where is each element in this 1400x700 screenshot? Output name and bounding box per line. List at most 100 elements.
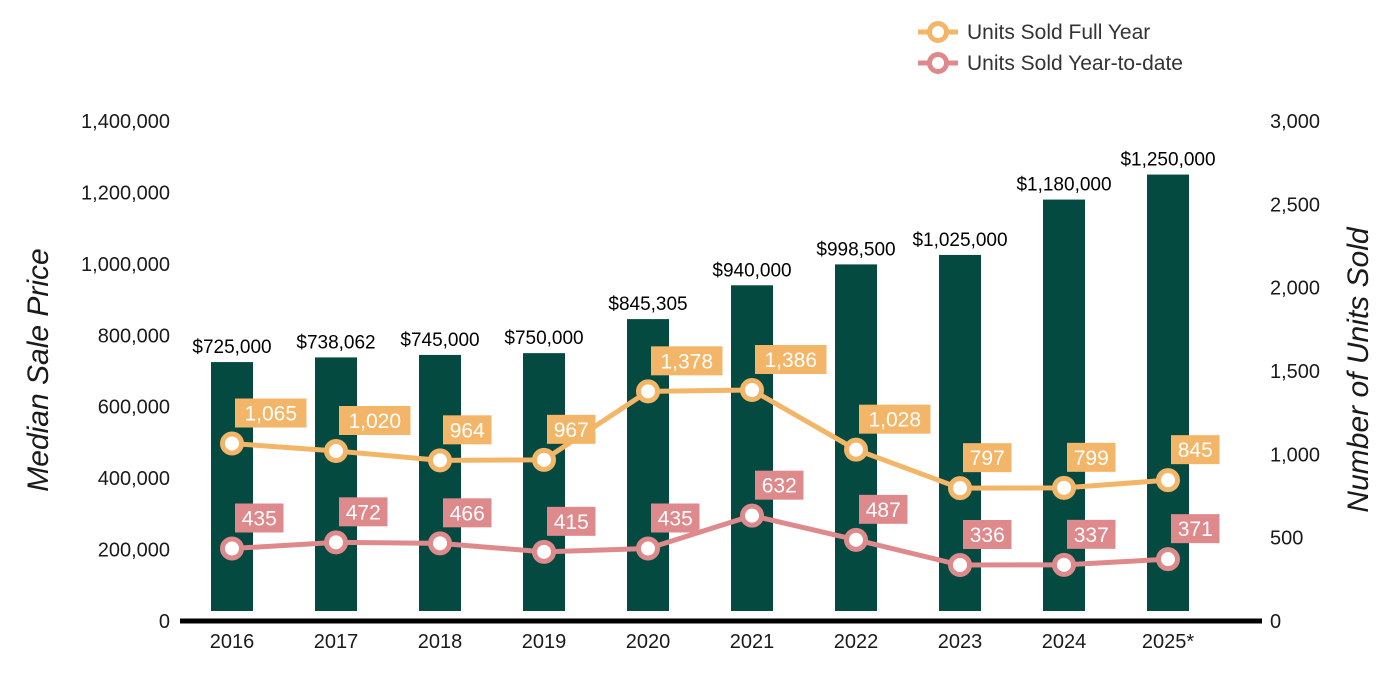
data-label-box [859, 494, 908, 524]
y2-tick-label: 1,500 [1270, 361, 1320, 383]
bar-value-label: $845,305 [608, 294, 687, 315]
series-point [948, 476, 972, 501]
y-axis-ticks: 0 200,000 400,000 600,000 800,000 1,000,000 1,… [81, 111, 170, 633]
y2-tick-label: 2,500 [1270, 194, 1320, 216]
y-axis-title-group: Median Sale Price [22, 248, 55, 491]
data-label: 845 [1178, 439, 1213, 462]
data-label: 1,065 [244, 403, 297, 426]
y2-axis-title-group: Number of Units Sold [1342, 226, 1375, 512]
y-axis-title: Median Sale Price [22, 248, 55, 491]
y-tick-label: 0 [159, 611, 170, 633]
bar-value-label: $738,062 [296, 332, 375, 353]
y-tick-label: 600,000 [98, 397, 170, 419]
legend-item: Units Sold Full Year [918, 21, 1150, 44]
y2-tick-label: 1,000 [1270, 444, 1320, 466]
data-label-box [1067, 519, 1116, 549]
data-label-box [963, 443, 1012, 473]
data-label-box [755, 345, 827, 374]
bar-value-label: $1,250,000 [1120, 150, 1215, 171]
bar-value-label: $998,500 [816, 239, 895, 260]
series-point [220, 431, 244, 456]
bar-value-label: $725,000 [192, 337, 271, 358]
series-point [324, 530, 348, 555]
series-point [532, 447, 556, 472]
bar-value-label: $1,180,000 [1016, 175, 1111, 196]
data-label-box [443, 415, 492, 445]
x-tick-label: 2021 [730, 631, 775, 653]
data-label-box [1171, 514, 1220, 544]
y2-tick-label: 500 [1270, 528, 1303, 550]
series-point [740, 503, 764, 528]
bar-value-label: $940,000 [712, 260, 791, 281]
series-point [844, 437, 868, 462]
data-label: 466 [450, 502, 485, 525]
bar [1043, 199, 1085, 612]
data-label-box [1171, 435, 1220, 465]
bar [731, 285, 773, 611]
bar [939, 254, 981, 611]
data-label-box [339, 497, 388, 527]
bar [523, 353, 565, 611]
data-label: 371 [1178, 518, 1213, 541]
data-label: 435 [658, 508, 693, 531]
x-tick-label: 2020 [626, 631, 671, 653]
series-point [636, 379, 660, 404]
y2-tick-label: 0 [1270, 611, 1281, 633]
bars [211, 174, 1189, 612]
x-tick-label: 2016 [210, 631, 255, 653]
data-label: 1,028 [868, 409, 921, 432]
data-label: 799 [1074, 447, 1109, 470]
data-label: 1,386 [764, 349, 817, 372]
y2-tick-label: 3,000 [1270, 111, 1320, 133]
series-line [231, 513, 1169, 568]
legend-swatch-marker [927, 21, 949, 43]
data-label-box [963, 520, 1012, 549]
x-axis-ticks: 2016 2017 2018 2019 2020 2021 2022 2023 2024 2025… [210, 631, 1195, 653]
x-tick-label: 2017 [314, 631, 359, 653]
data-label: 967 [554, 419, 589, 442]
series-point [324, 439, 348, 463]
data-label: 336 [970, 524, 1005, 547]
data-label-box [235, 503, 284, 533]
x-tick-label: 2018 [418, 631, 463, 653]
x-tick-label: 2019 [522, 631, 567, 653]
series-point [844, 527, 868, 552]
bar [1147, 174, 1189, 612]
series-point [948, 553, 972, 577]
series-point [428, 448, 452, 473]
data-label-box [651, 346, 723, 376]
y-tick-label: 400,000 [98, 468, 170, 490]
data-label: 632 [762, 475, 797, 498]
data-label-box [1067, 442, 1116, 472]
bar-value-label: $750,000 [504, 328, 583, 349]
bar-value-label: $745,000 [400, 330, 479, 351]
y-tick-label: 800,000 [98, 325, 170, 347]
series-point [428, 531, 452, 556]
y-tick-label: 200,000 [98, 540, 170, 562]
series-units-ytd: 435 472 466 415 435 632 487 336 337 371 [220, 470, 1220, 577]
bar-labels: $725,000 $738,062 $745,000 $750,000 $845,305… [192, 150, 1215, 359]
legend-item: Units Sold Year-to-date [918, 52, 1183, 75]
data-label-box [235, 398, 307, 428]
data-label: 797 [970, 447, 1005, 470]
data-label-box [547, 506, 596, 536]
data-label: 435 [242, 508, 277, 531]
data-label: 472 [346, 501, 381, 524]
y2-tick-label: 2,000 [1270, 278, 1320, 300]
series-point [1052, 552, 1076, 577]
series-point [1052, 475, 1076, 500]
data-label: 415 [554, 511, 589, 534]
series-line [231, 387, 1169, 491]
x-tick-label: 2022 [834, 631, 879, 653]
bar [315, 357, 357, 611]
data-label: 487 [866, 499, 901, 522]
series-point [1156, 468, 1180, 493]
x-tick-label: 2024 [1042, 631, 1087, 653]
data-label: 964 [450, 419, 485, 442]
series-point [1156, 547, 1180, 572]
line-series: 1,065 1,020 964 967 1,378 1,386 1,028 797 799 845… [220, 345, 1220, 577]
legend-swatch-marker [927, 52, 949, 74]
data-label-box [651, 503, 700, 533]
series-point [532, 539, 556, 564]
